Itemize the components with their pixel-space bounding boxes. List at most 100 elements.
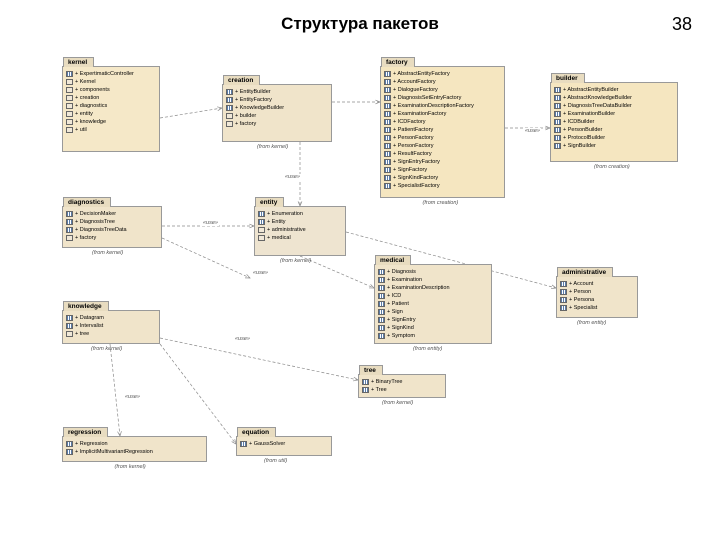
package-tab: diagnostics <box>63 197 111 207</box>
class-icon <box>384 79 391 85</box>
item-label: + SignKindFactory <box>393 174 438 182</box>
item-label: + Examination <box>387 276 422 284</box>
package-tab: equation <box>237 427 276 437</box>
item-label: + factory <box>235 120 256 128</box>
item-label: + DiagnosisSetEntryFactory <box>393 94 461 102</box>
package-item: + Entity <box>258 218 342 226</box>
package-item: + PersonFactory <box>384 134 501 142</box>
package-origin-label: (from entity) <box>577 320 606 326</box>
class-icon <box>362 387 369 393</box>
package-origin-label: (from kernel) <box>92 250 123 256</box>
item-label: + factory <box>75 234 96 242</box>
package-body: + ExpertimaticController+ Kernel+ compon… <box>63 67 159 151</box>
class-icon <box>384 119 391 125</box>
class-icon <box>384 127 391 133</box>
class-icon <box>384 151 391 157</box>
package-item: + ICDBuilder <box>554 118 674 126</box>
item-label: + ICDBuilder <box>563 118 594 126</box>
item-label: + DialogueFactory <box>393 86 438 94</box>
package-item: + components <box>66 86 156 94</box>
edge-label: «use» <box>234 336 251 342</box>
package-item: + Regression <box>66 440 203 448</box>
item-label: + creation <box>75 94 99 102</box>
package-item: + Symptom <box>378 332 488 340</box>
package-item: + Enumeration <box>258 210 342 218</box>
package-origin-label: (from kernel) <box>115 464 146 470</box>
package-item: + knowledge <box>66 118 156 126</box>
class-icon <box>554 119 561 125</box>
package-factory: factory+ AbstractEntityFactory+ AccountF… <box>380 66 505 198</box>
item-label: + AccountFactory <box>393 78 436 86</box>
class-icon <box>554 143 561 149</box>
package-icon <box>66 127 73 133</box>
item-label: + Person <box>569 288 591 296</box>
class-icon <box>66 449 73 455</box>
package-item: + PersonFactory <box>384 142 501 150</box>
item-label: + DecisionMaker <box>75 210 116 218</box>
package-body: + AbstractEntityFactory+ AccountFactory+… <box>381 67 504 197</box>
package-regression: regression+ Regression+ ImplicitMultivar… <box>62 436 207 462</box>
package-item: + EntityBuilder <box>226 88 328 96</box>
package-icon <box>226 121 233 127</box>
class-icon <box>378 269 385 275</box>
package-body: + BinaryTree+ Tree <box>359 375 445 397</box>
package-item: + ProtocolBuilder <box>554 134 674 142</box>
package-item: + ImplicitMultivariantRegression <box>66 448 203 456</box>
class-icon <box>240 441 247 447</box>
package-icon <box>66 103 73 109</box>
item-label: + Persona <box>569 296 594 304</box>
package-item: + SignEntry <box>378 316 488 324</box>
package-item: + DiagnosisSetEntryFactory <box>384 94 501 102</box>
package-item: + ExpertimaticController <box>66 70 156 78</box>
package-item: + medical <box>258 234 342 242</box>
package-item: + Diagnosis <box>378 268 488 276</box>
package-medical: medical+ Diagnosis+ Examination+ Examina… <box>374 264 492 344</box>
class-icon <box>384 183 391 189</box>
class-icon <box>226 97 233 103</box>
package-body: + Diagnosis+ Examination+ ExaminationDes… <box>375 265 491 343</box>
package-icon <box>66 331 73 337</box>
package-body: + Enumeration+ Entity+ administrative+ m… <box>255 207 345 255</box>
package-body: + GaussSolver <box>237 437 331 455</box>
class-icon <box>384 167 391 173</box>
package-builder: builder+ AbstractEntityBuilder+ Abstract… <box>550 82 678 162</box>
package-item: + Account <box>560 280 634 288</box>
package-tab: factory <box>381 57 415 67</box>
item-label: + util <box>75 126 87 134</box>
page-number: 38 <box>672 14 692 35</box>
package-item: + SignKind <box>378 324 488 332</box>
item-label: + ExaminationDescription <box>387 284 450 292</box>
item-label: + Regression <box>75 440 108 448</box>
page-title: Структура пакетов <box>281 14 439 34</box>
item-label: + SignFactory <box>393 166 427 174</box>
class-icon <box>378 325 385 331</box>
class-icon <box>554 87 561 93</box>
item-label: + Tree <box>371 386 387 394</box>
item-label: + GaussSolver <box>249 440 285 448</box>
package-tab: kernel <box>63 57 94 67</box>
package-origin-label: (from kernel) <box>257 144 288 150</box>
package-item: + ICD <box>378 292 488 300</box>
item-label: + PersonFactory <box>393 142 434 150</box>
package-item: + DiagnosisTreeData <box>66 226 158 234</box>
package-icon <box>66 111 73 117</box>
class-icon <box>378 277 385 283</box>
package-origin-label: (from entity) <box>413 346 442 352</box>
package-icon <box>66 79 73 85</box>
class-icon <box>554 127 561 133</box>
package-item: + SpecialistFactory <box>384 182 501 190</box>
class-icon <box>554 135 561 141</box>
package-item: + KnowledgeBuilder <box>226 104 328 112</box>
package-item: + builder <box>226 112 328 120</box>
item-label: + Entity <box>267 218 286 226</box>
item-label: + DiagnosisTreeData <box>75 226 127 234</box>
item-label: + SpecialistFactory <box>393 182 440 190</box>
diagram-canvas: kernel+ ExpertimaticController+ Kernel+ … <box>0 48 720 538</box>
item-label: + ResultFactory <box>393 150 432 158</box>
class-icon <box>560 289 567 295</box>
package-item: + SignFactory <box>384 166 501 174</box>
package-knowledge: knowledge+ Datagram+ Intervalist+ tree <box>62 310 160 344</box>
edge-label: «use» <box>524 128 541 134</box>
class-icon <box>258 219 265 225</box>
item-label: + Enumeration <box>267 210 303 218</box>
